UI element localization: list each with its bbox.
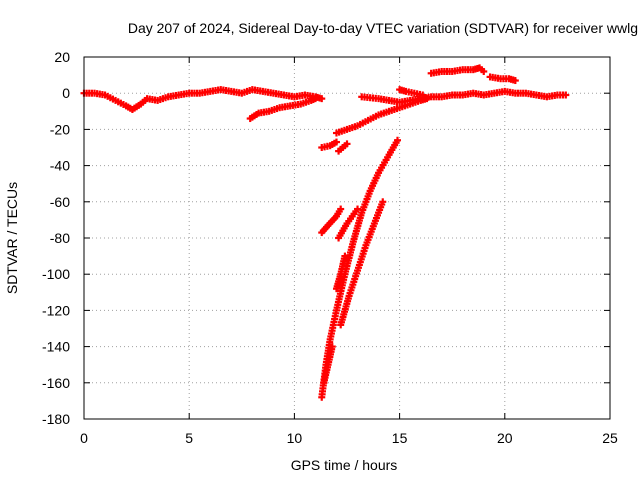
tick-labels: 0 5 10 15 20 25 20 0 -20 -40 -60 -80 -100 -120 -140 -16…: [42, 49, 618, 446]
y-tick-label: -80: [50, 230, 70, 246]
series-upper-short-track: [486, 73, 519, 85]
x-tick-label: 25: [602, 430, 618, 446]
y-tick-label: 20: [54, 49, 70, 65]
axis-ticks: [83, 56, 611, 420]
series-steep-middle-track: [337, 198, 387, 329]
x-tick-label: 15: [392, 430, 408, 446]
x-tick-label: 5: [185, 430, 193, 446]
data-series: [80, 64, 570, 401]
y-tick-label: -40: [50, 158, 70, 174]
series-short-steep-segment: [318, 138, 340, 151]
chart-title: Day 207 of 2024, Sidereal Day-to-day VTE…: [128, 20, 638, 36]
y-tick-label: -60: [50, 194, 70, 210]
plot-frame: [83, 56, 611, 420]
y-tick-label: -120: [42, 302, 70, 318]
series-left-diagonal: [318, 205, 345, 237]
series-mid-segment: [332, 252, 349, 293]
y-axis-label: SDTVAR / TECUs: [4, 182, 20, 294]
series-rising-track: [332, 95, 431, 137]
y-tick-label: -180: [42, 411, 70, 427]
x-tick-label: 0: [80, 430, 88, 446]
y-tick-label: 0: [62, 85, 70, 101]
y-tick-label: -160: [42, 375, 70, 391]
series-dip-track: [246, 95, 319, 123]
series-bottom-segment: [320, 343, 336, 387]
series-early-track: [80, 86, 326, 113]
x-tick-label: 10: [287, 430, 303, 446]
series-upper-track: [427, 64, 488, 77]
series-noon-arc: [396, 86, 427, 99]
x-tick-label: 20: [497, 430, 513, 446]
y-tick-label: -140: [42, 339, 70, 355]
grid-lines: [84, 57, 610, 419]
y-tick-label: -100: [42, 266, 70, 282]
series-short-low-segment: [335, 140, 351, 155]
y-tick-label: -20: [50, 121, 70, 137]
x-axis-label: GPS time / hours: [291, 457, 398, 473]
series-afternoon-track: [358, 87, 570, 106]
series-upper-diagonal: [335, 205, 362, 242]
